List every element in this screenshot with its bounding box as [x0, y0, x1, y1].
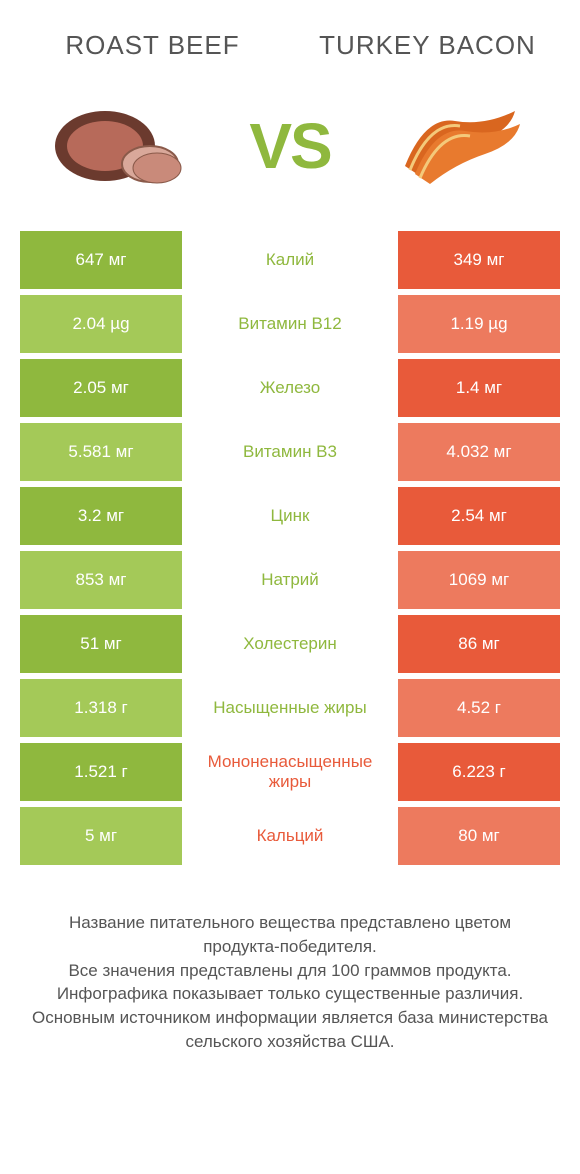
- left-value: 5.581 мг: [20, 423, 182, 481]
- left-value: 3.2 мг: [20, 487, 182, 545]
- left-value: 853 мг: [20, 551, 182, 609]
- right-value: 4.032 мг: [398, 423, 560, 481]
- footer-line-2: Все значения представлены для 100 граммо…: [30, 959, 550, 983]
- table-row: 853 мгНатрий1069 мг: [20, 551, 560, 609]
- left-value: 1.318 г: [20, 679, 182, 737]
- roast-beef-image: [40, 91, 200, 201]
- right-value: 1.4 мг: [398, 359, 560, 417]
- table-row: 2.04 µgВитамин B121.19 µg: [20, 295, 560, 353]
- nutrient-label: Натрий: [182, 551, 398, 609]
- left-value: 2.05 мг: [20, 359, 182, 417]
- nutrition-table: 647 мгКалий349 мг 2.04 µgВитамин B121.19 …: [0, 231, 580, 865]
- left-value: 647 мг: [20, 231, 182, 289]
- left-value: 51 мг: [20, 615, 182, 673]
- right-value: 1069 мг: [398, 551, 560, 609]
- table-row: 3.2 мгЦинк2.54 мг: [20, 487, 560, 545]
- nutrient-label: Насыщенные жиры: [182, 679, 398, 737]
- left-value: 2.04 µg: [20, 295, 182, 353]
- footer-line-4: Основным источником информации является …: [30, 1006, 550, 1054]
- nutrient-label: Витамин B12: [182, 295, 398, 353]
- right-value: 80 мг: [398, 807, 560, 865]
- table-row: 5.581 мгВитамин B34.032 мг: [20, 423, 560, 481]
- turkey-bacon-image: [380, 91, 540, 201]
- right-value: 4.52 г: [398, 679, 560, 737]
- header-row: ROAST BEEF TURKEY BACON: [0, 0, 580, 71]
- nutrient-label: Витамин B3: [182, 423, 398, 481]
- nutrient-label: Холестерин: [182, 615, 398, 673]
- nutrient-label: Железо: [182, 359, 398, 417]
- right-value: 86 мг: [398, 615, 560, 673]
- left-value: 1.521 г: [20, 743, 182, 801]
- right-product-title: TURKEY BACON: [315, 30, 540, 61]
- nutrient-label: Цинк: [182, 487, 398, 545]
- table-row: 1.318 гНасыщенные жиры4.52 г: [20, 679, 560, 737]
- right-value: 6.223 г: [398, 743, 560, 801]
- table-row: 1.521 гМононенасыщенные жиры6.223 г: [20, 743, 560, 801]
- nutrient-label: Мононенасыщенные жиры: [182, 743, 398, 801]
- table-row: 51 мгХолестерин86 мг: [20, 615, 560, 673]
- nutrient-label: Калий: [182, 231, 398, 289]
- footer-line-1: Название питательного вещества представл…: [30, 911, 550, 959]
- right-value: 2.54 мг: [398, 487, 560, 545]
- footer-notes: Название питательного вещества представл…: [0, 871, 580, 1054]
- vs-row: VS: [0, 71, 580, 231]
- footer-line-3: Инфографика показывает только существенн…: [30, 982, 550, 1006]
- vs-label: VS: [249, 109, 330, 183]
- left-value: 5 мг: [20, 807, 182, 865]
- table-row: 5 мгКальций80 мг: [20, 807, 560, 865]
- table-row: 2.05 мгЖелезо1.4 мг: [20, 359, 560, 417]
- left-product-title: ROAST BEEF: [40, 30, 265, 61]
- right-value: 1.19 µg: [398, 295, 560, 353]
- right-value: 349 мг: [398, 231, 560, 289]
- table-row: 647 мгКалий349 мг: [20, 231, 560, 289]
- nutrient-label: Кальций: [182, 807, 398, 865]
